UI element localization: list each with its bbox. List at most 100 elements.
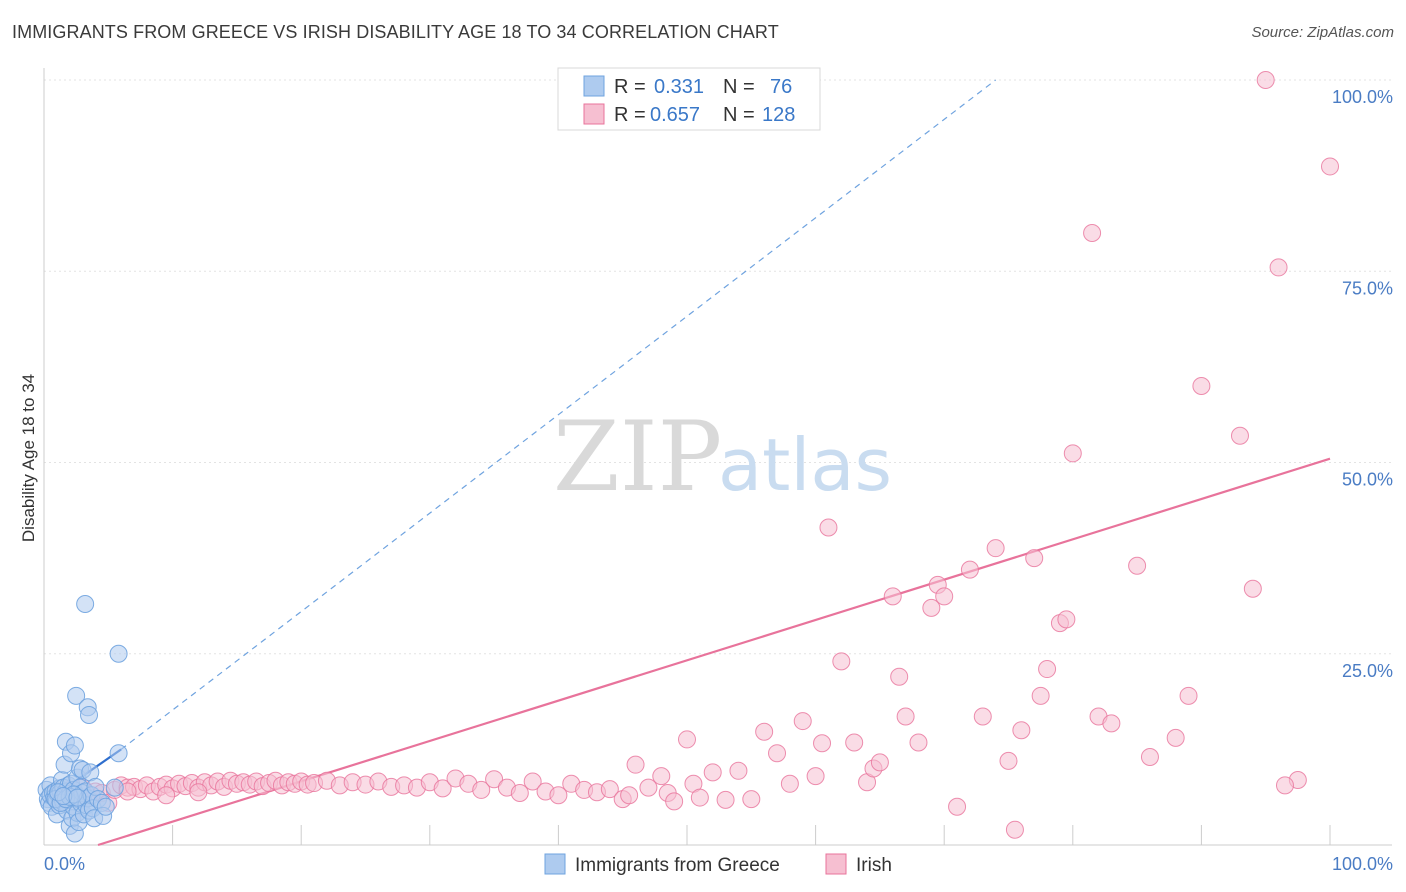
irish-point-82 [806, 767, 825, 786]
irish-point-81 [793, 712, 812, 731]
bottom-legend-label-greece: Immigrants from Greece [575, 855, 780, 876]
irish-point-100 [986, 539, 1005, 558]
irish-point-114 [1140, 748, 1159, 767]
irish-point-63 [600, 780, 619, 799]
irish-point-54 [485, 770, 504, 789]
greece-point-38 [67, 686, 86, 705]
irish-point-73 [690, 788, 709, 807]
bottom-legend: Immigrants from Greece Irish [544, 853, 892, 876]
x-tick-label-0: 0.0% [44, 854, 85, 874]
greece-trend-extension [120, 79, 997, 750]
legend-swatch-blue [583, 75, 605, 97]
irish-point-77 [742, 790, 761, 809]
greece-point-49 [76, 595, 95, 614]
greece-point-67 [109, 744, 128, 763]
irish-point-90 [883, 587, 902, 606]
irish-point-97 [948, 797, 967, 816]
legend-swatch-pink [583, 103, 605, 125]
irish-point-120 [1256, 71, 1275, 89]
irish-point-123 [1321, 157, 1339, 176]
watermark-atlas: atlas [718, 423, 892, 507]
greece-point-35 [65, 736, 84, 755]
irish-point-98 [960, 560, 979, 579]
irish-point-105 [1031, 686, 1050, 705]
irish-point-74 [703, 763, 722, 782]
irish-point-109 [1063, 444, 1082, 463]
irish-point-99 [973, 707, 992, 726]
irish-point-116 [1179, 686, 1198, 705]
irish-point-59 [549, 786, 568, 805]
irish-point-86 [845, 733, 864, 752]
chart-source: Source: ZipAtlas.com [1251, 24, 1394, 41]
watermark-zip: ZIP [553, 401, 722, 513]
chart-title: IMMIGRANTS FROM GREECE VS IRISH DISABILI… [12, 22, 779, 42]
irish-point-124 [1275, 776, 1294, 795]
irish-point-127 [189, 783, 208, 802]
irish-point-93 [909, 733, 928, 752]
watermark: ZIP atlas [553, 401, 892, 513]
irish-point-89 [870, 753, 889, 772]
legend-r-value-pink: 0.657 [650, 104, 700, 126]
irish-point-102 [1005, 820, 1024, 839]
y-tick-label-0: 25.0% [1342, 661, 1393, 681]
irish-point-112 [1102, 714, 1121, 733]
bottom-legend-swatch-greece [544, 853, 566, 875]
irish-point-65 [620, 786, 639, 805]
irish-point-126 [157, 786, 176, 805]
irish-point-66 [626, 755, 645, 774]
irish-point-75 [716, 790, 735, 809]
axes [43, 68, 1392, 846]
irish-point-106 [1038, 660, 1057, 679]
irish-point-94 [922, 598, 941, 617]
legend-n-label-pink: N = [723, 104, 755, 126]
irish-point-85 [832, 652, 851, 671]
legend-r-label-pink: R = [614, 104, 646, 126]
irish-point-115 [1166, 728, 1185, 747]
greece-point-66 [109, 644, 128, 663]
irish-point-121 [1269, 258, 1288, 277]
irish-point-67 [639, 778, 658, 797]
legend-r-value-blue: 0.331 [654, 76, 704, 98]
tick-labels: 25.0% 50.0% 75.0% 100.0% 0.0% 100.0% [44, 87, 1393, 874]
x-tick-label-1: 100.0% [1332, 854, 1393, 874]
irish-point-53 [472, 780, 491, 799]
y-tick-label-3: 100.0% [1332, 87, 1393, 107]
irish-point-70 [665, 792, 684, 811]
legend-n-value-blue: 76 [770, 76, 792, 98]
y-tick-label-2: 75.0% [1342, 278, 1393, 298]
y-tick-label-1: 50.0% [1342, 470, 1393, 490]
bottom-legend-swatch-irish [825, 853, 847, 875]
irish-point-110 [1083, 224, 1102, 242]
legend-r-label-blue: R = [614, 76, 646, 98]
bottom-legend-label-irish: Irish [856, 855, 892, 876]
irish-point-92 [896, 707, 915, 726]
legend-box: R = 0.331 N = 76 R = 0.657 N = 128 [557, 67, 821, 131]
irish-point-117 [1192, 377, 1211, 395]
irish-point-50 [433, 779, 452, 798]
greece-point-75 [68, 788, 87, 807]
irish-point-119 [1243, 579, 1262, 598]
irish-point-91 [890, 667, 909, 686]
irish-point-84 [819, 518, 838, 537]
greece-point-64 [96, 797, 115, 816]
irish-point-68 [652, 767, 671, 786]
irish-point-96 [935, 587, 954, 606]
greece-point-65 [105, 778, 124, 797]
irish-point-79 [768, 744, 787, 763]
irish-point-56 [510, 783, 529, 802]
greece-points [37, 595, 128, 843]
irish-point-80 [780, 774, 799, 793]
irish-point-83 [813, 734, 832, 753]
irish-point-113 [1128, 556, 1147, 575]
irish-point-78 [755, 722, 774, 741]
greece-point-54 [80, 705, 99, 724]
irish-point-76 [729, 761, 748, 780]
irish-point-108 [1057, 610, 1076, 629]
irish-point-71 [678, 730, 696, 749]
irish-point-57 [523, 772, 542, 791]
legend-n-label-blue: N = [723, 76, 755, 98]
irish-point-101 [999, 751, 1018, 770]
gridlines [44, 79, 1392, 655]
y-axis-label: Disability Age 18 to 34 [19, 374, 38, 542]
